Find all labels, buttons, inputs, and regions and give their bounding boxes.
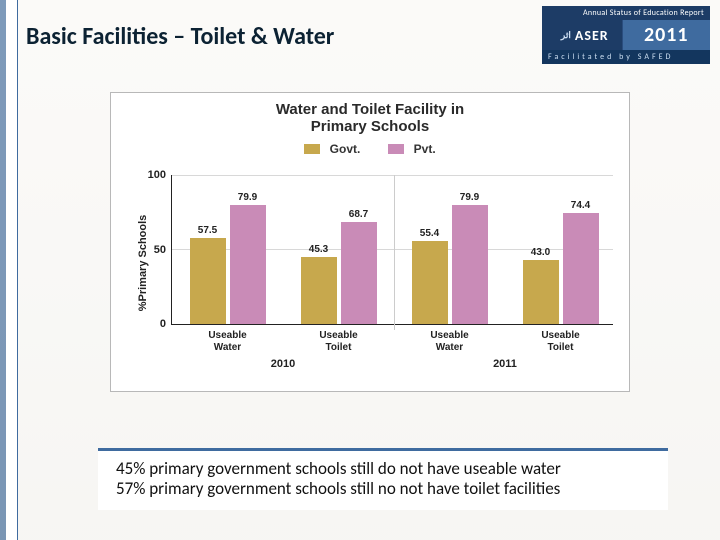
bar: 68.7 xyxy=(341,222,377,324)
x-category-label: UseableWater xyxy=(208,324,246,353)
legend-label-govt: Govt. xyxy=(330,142,361,156)
year-label: 2011 xyxy=(493,324,517,370)
footer-line-2: 57% primary government schools still no … xyxy=(116,479,654,499)
logo-brand-text: ASER xyxy=(571,27,609,44)
bar: 57.5 xyxy=(190,238,226,324)
y-tick: 100 xyxy=(148,169,166,181)
aser-logo: Annual Status of Education Report اثر AS… xyxy=(542,6,710,64)
logo-arabic: اثر xyxy=(555,30,571,41)
bar-value-label: 79.9 xyxy=(238,192,257,203)
x-category-label: UseableWater xyxy=(430,324,468,353)
legend-swatch-govt xyxy=(304,144,320,154)
logo-top-line: Annual Status of Education Report xyxy=(542,6,710,20)
chart-title: Water and Toilet Facility in Primary Sch… xyxy=(111,93,629,136)
x-category-label: UseableToilet xyxy=(541,324,579,353)
chart-title-line1: Water and Toilet Facility in xyxy=(276,101,464,118)
logo-mid: اثر ASER 2011 xyxy=(542,20,710,50)
bar-value-label: 45.3 xyxy=(309,244,328,255)
footer-line-1: 45% primary government schools still do … xyxy=(116,459,654,479)
bar-value-label: 43.0 xyxy=(531,247,550,258)
plot-area: 05010057.579.9UseableWater45.368.7Useabl… xyxy=(171,175,613,325)
y-tick: 50 xyxy=(154,244,166,256)
legend-swatch-pvt xyxy=(388,144,404,154)
legend-item-pvt: Pvt. xyxy=(388,142,435,156)
chart-legend: Govt. Pvt. xyxy=(111,142,629,156)
logo-sub: Facilitated by SAFED xyxy=(542,50,710,64)
bar: 45.3 xyxy=(301,257,337,324)
logo-brand: اثر ASER xyxy=(542,20,623,50)
bar: 79.9 xyxy=(452,205,488,324)
legend-label-pvt: Pvt. xyxy=(414,142,436,156)
footer-box: 45% primary government schools still do … xyxy=(98,448,668,510)
bar-value-label: 55.4 xyxy=(420,228,439,239)
bar: 55.4 xyxy=(412,241,448,324)
y-tick: 0 xyxy=(160,318,166,330)
x-category-label: UseableToilet xyxy=(319,324,357,353)
bar: 43.0 xyxy=(523,260,559,324)
bar-value-label: 68.7 xyxy=(349,209,368,220)
bar: 74.4 xyxy=(563,213,599,324)
bar: 79.9 xyxy=(230,205,266,324)
year-separator xyxy=(394,175,395,330)
logo-year: 2011 xyxy=(623,20,710,50)
chart-card: Water and Toilet Facility in Primary Sch… xyxy=(110,92,630,392)
left-rule xyxy=(6,0,18,540)
bar-value-label: 74.4 xyxy=(571,200,590,211)
plot-area-wrap: 05010057.579.9UseableWater45.368.7Useabl… xyxy=(171,175,613,325)
y-axis-label: %Primary Schools xyxy=(137,215,149,312)
bar-value-label: 79.9 xyxy=(460,192,479,203)
slide-title: Basic Facilities – Toilet & Water xyxy=(26,22,334,51)
chart-title-line2: Primary Schools xyxy=(311,118,429,135)
year-label: 2010 xyxy=(271,324,295,370)
legend-item-govt: Govt. xyxy=(304,142,360,156)
bar-value-label: 57.5 xyxy=(198,225,217,236)
